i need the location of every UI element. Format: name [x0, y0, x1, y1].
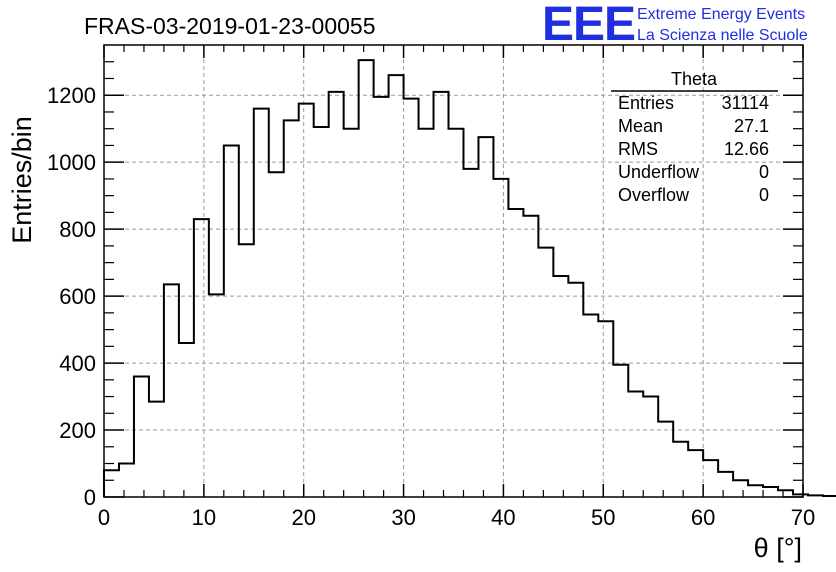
grid-lines: [104, 45, 803, 497]
x-axis-title: θ [°]: [754, 533, 802, 563]
histogram-bin: [374, 97, 389, 497]
x-tick-label: 40: [491, 505, 515, 530]
logo-line-1: Extreme Energy Events: [637, 6, 805, 23]
y-tick-label: 600: [59, 284, 96, 309]
stats-label: Underflow: [618, 162, 700, 182]
stats-value: 0: [759, 185, 769, 205]
histogram-bin: [538, 248, 553, 497]
histogram-bin: [434, 92, 449, 497]
histogram-bin: [673, 442, 688, 497]
y-axis-title: Entries/bin: [7, 116, 37, 244]
histogram-bin: [493, 179, 508, 497]
y-tick-label: 800: [59, 217, 96, 242]
histogram-bin: [658, 422, 673, 497]
x-tick-label: 20: [291, 505, 315, 530]
histogram-bins: [104, 60, 836, 497]
y-axis: 0 200 400 600 800 1000 1200: [47, 61, 803, 510]
histogram-bin: [119, 464, 134, 497]
stats-label: Entries: [618, 93, 674, 113]
histogram-bin: [598, 321, 613, 497]
histogram-bin: [239, 244, 254, 497]
histogram-bin: [628, 392, 643, 497]
logo-mark: EEE: [542, 0, 635, 51]
stats-label: RMS: [618, 139, 658, 159]
stats-value: 27.1: [734, 116, 769, 136]
histogram-bin: [254, 109, 269, 497]
stats-box: Theta Entries 31114 Mean 27.1 RMS 12.66 Underf…: [611, 69, 778, 205]
histogram-bin: [404, 99, 419, 497]
y-tick-label: 1000: [47, 150, 96, 175]
histogram-bin: [359, 60, 374, 497]
histogram-bin: [553, 276, 568, 497]
y-tick-label: 200: [59, 418, 96, 443]
histogram-bin: [449, 129, 464, 497]
histogram-bin: [778, 490, 793, 497]
histogram-bin: [643, 397, 658, 497]
x-tick-label: 10: [192, 505, 216, 530]
histogram-bin: [688, 450, 703, 497]
plot-frame: [103, 44, 804, 498]
histogram-bin: [478, 137, 493, 497]
histogram-bin: [284, 120, 299, 497]
histogram-bin: [224, 145, 239, 497]
histogram-bin: [583, 315, 598, 497]
histogram-bin: [149, 402, 164, 497]
stats-name: Theta: [671, 69, 718, 89]
stats-value: 0: [759, 162, 769, 182]
x-tick-label: 0: [98, 505, 110, 530]
histogram-outline: [103, 59, 836, 497]
histogram-bin: [523, 216, 538, 497]
stats-value: 31114: [722, 93, 769, 113]
histogram-bin: [104, 470, 119, 497]
histogram-bin: [164, 284, 179, 497]
histogram-bin: [344, 129, 359, 497]
eee-logo: EEE Extreme Energy Events La Scienza nel…: [542, 0, 808, 51]
x-tick-label: 30: [391, 505, 415, 530]
histogram-bin: [508, 209, 523, 497]
histogram-bin: [733, 480, 748, 497]
histogram-bin: [209, 294, 224, 497]
histogram-bin: [419, 129, 434, 497]
run-title: FRAS-03-2019-01-23-00055: [84, 13, 376, 39]
y-tick-label: 0: [84, 485, 96, 510]
histogram-bin: [748, 485, 763, 497]
x-axis: 0 10 20 30 40 50 60 70: [98, 45, 815, 530]
histogram-bin: [389, 75, 404, 497]
histogram-bin: [329, 92, 344, 497]
histogram-bin: [463, 169, 478, 497]
histogram-bin: [179, 343, 194, 497]
stats-rows: Entries 31114 Mean 27.1 RMS 12.66 Underflow 0 Ov…: [618, 93, 769, 205]
histogram-bin: [194, 219, 209, 497]
histogram-bin: [703, 460, 718, 497]
histogram-bin: [718, 472, 733, 497]
histogram-bin: [763, 487, 778, 497]
stats-value: 12.66: [724, 139, 769, 159]
histogram-bin: [134, 376, 149, 497]
histogram-bin: [568, 283, 583, 497]
x-tick-label: 60: [691, 505, 715, 530]
y-tick-label: 400: [59, 351, 96, 376]
stats-label: Mean: [618, 116, 663, 136]
x-tick-label: 70: [791, 505, 815, 530]
x-tick-label: 50: [591, 505, 615, 530]
histogram-bin: [613, 365, 628, 497]
stats-label: Overflow: [618, 185, 690, 205]
y-tick-label: 1200: [47, 83, 96, 108]
histogram-bin: [314, 127, 329, 497]
logo-line-2: La Scienza nelle Scuole: [637, 27, 808, 44]
histogram-bin: [269, 172, 284, 497]
